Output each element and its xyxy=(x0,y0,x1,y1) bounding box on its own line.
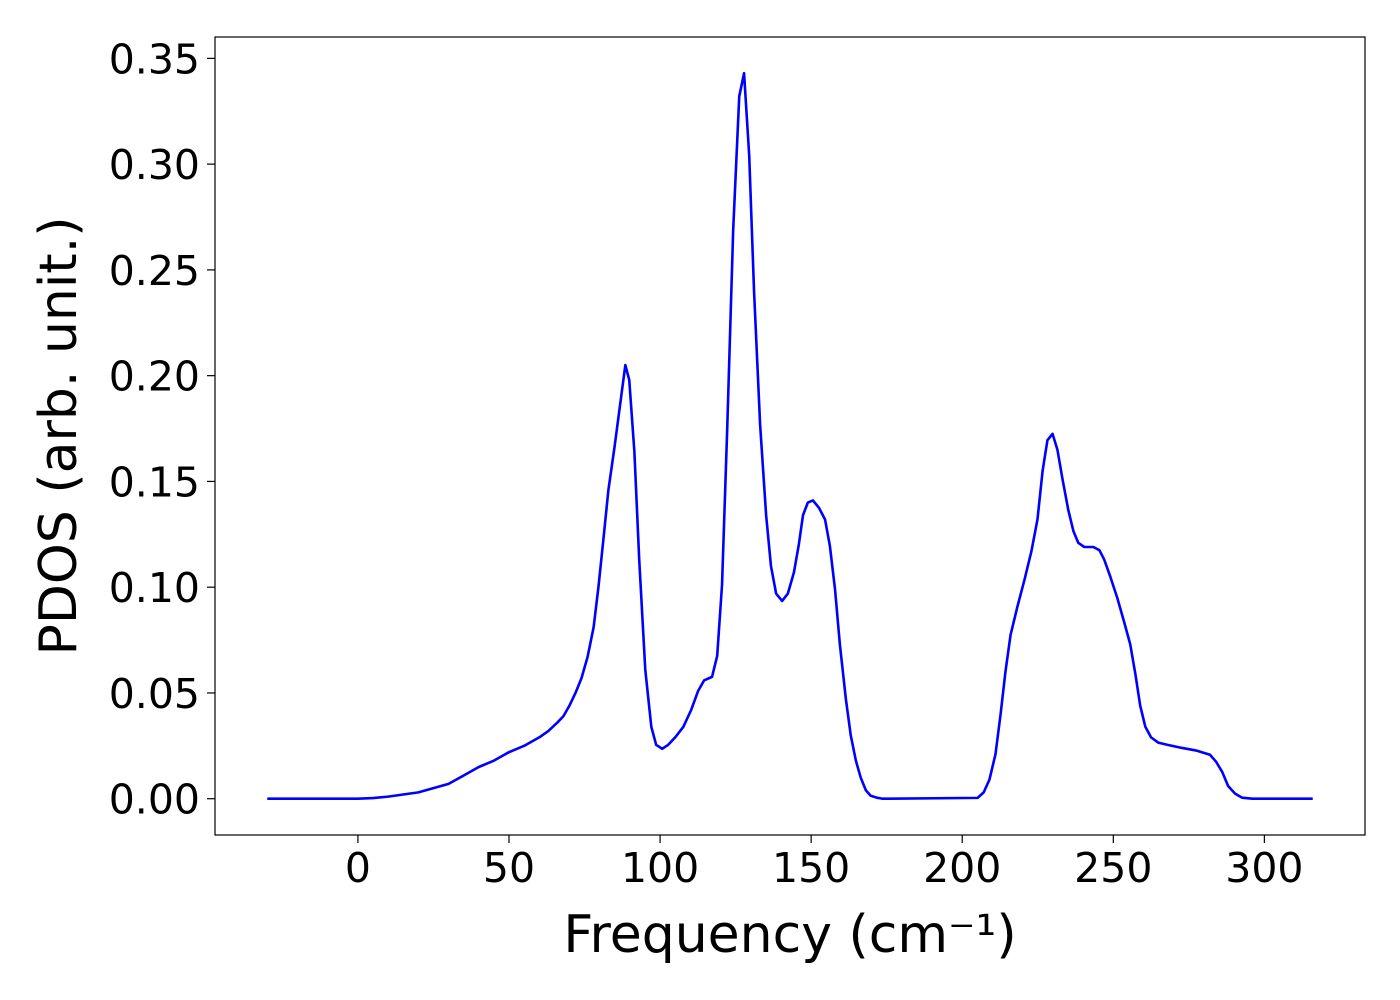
x-axis-label: Frequency (cm⁻¹) xyxy=(563,905,1016,965)
plot-frame xyxy=(214,36,1366,836)
y-tick-label: 0.05 xyxy=(109,670,200,718)
x-tick-label: 200 xyxy=(923,844,1001,892)
y-tick-label: 0.35 xyxy=(109,35,200,83)
y-axis-label: PDOS (arb. unit.) xyxy=(29,216,89,655)
x-tick-label: 250 xyxy=(1074,844,1152,892)
data-line xyxy=(267,71,1313,801)
y-tick-label: 0.30 xyxy=(109,141,200,189)
y-tick-label: 0.00 xyxy=(109,776,200,824)
y-tick-label: 0.20 xyxy=(109,353,200,401)
x-tick-label: 0 xyxy=(345,844,371,892)
y-tick-label: 0.25 xyxy=(109,247,200,295)
y-tick-label: 0.15 xyxy=(109,458,200,506)
x-tick-label: 100 xyxy=(621,844,699,892)
x-tick-label: 300 xyxy=(1225,844,1303,892)
y-tick-label: 0.10 xyxy=(109,564,200,612)
x-tick-label: 50 xyxy=(483,844,535,892)
x-tick-label: 150 xyxy=(772,844,850,892)
